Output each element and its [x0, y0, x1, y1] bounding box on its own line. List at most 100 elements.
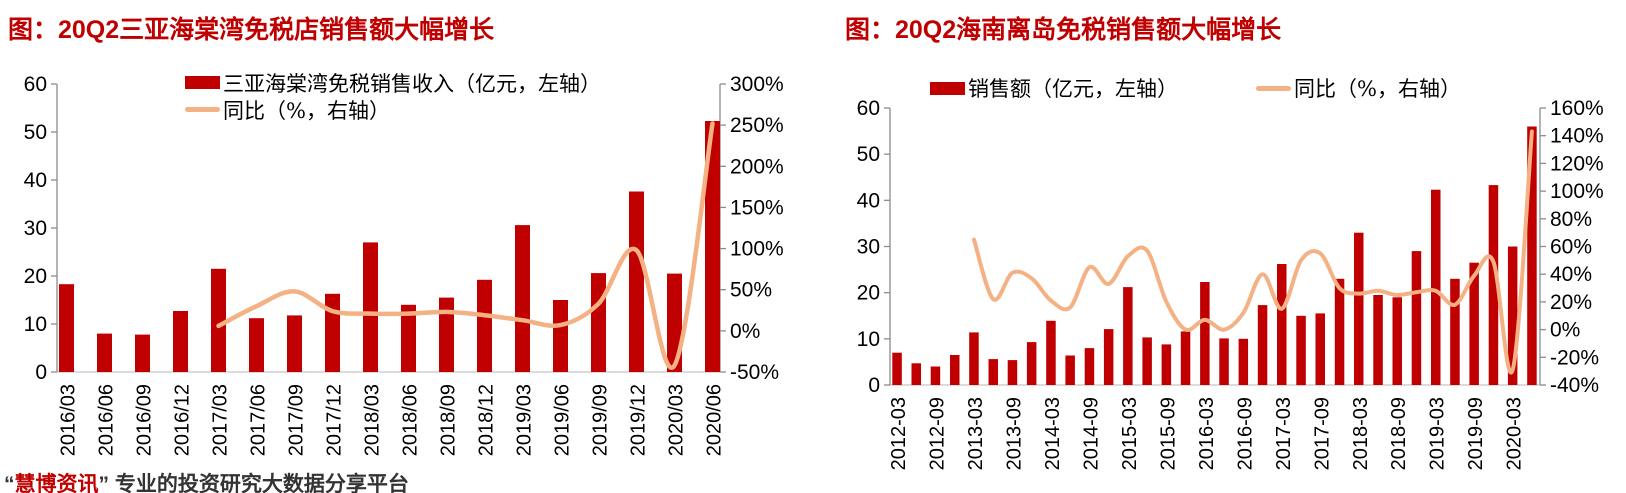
x-axis-tick-label: 2016/03: [58, 384, 80, 456]
bar: [1431, 189, 1441, 385]
legend-row-line: 同比（%，右轴）: [185, 96, 601, 123]
x-axis-tick-label: 2017-09: [1311, 397, 1333, 470]
right-axis-tick-label: 20%: [1550, 291, 1592, 314]
x-axis-tick-label: 2012-03: [888, 397, 910, 470]
left-chart-title: 图：20Q2三亚海棠湾免税店销售额大幅增长: [8, 16, 495, 44]
bar-series-swatch-icon: [185, 76, 220, 89]
bar: [1123, 287, 1133, 385]
bar-series: [59, 121, 720, 372]
yoy-line: [971, 129, 1534, 375]
x-axis-tick-label: 2018/12: [476, 384, 498, 456]
right-chart-legend: 销售额（亿元，左轴） 同比（%，右轴）: [930, 75, 1461, 101]
bar: [325, 293, 340, 372]
x-axis-tick-label: 2020/06: [704, 384, 726, 456]
x-axis-tick-label: 2019/03: [514, 384, 536, 456]
bar: [59, 284, 74, 372]
bar: [1450, 278, 1460, 385]
bar: [1084, 348, 1095, 385]
bar: [1065, 355, 1075, 385]
bar: [1296, 315, 1306, 386]
right-axis-tick-label: 140%: [1550, 125, 1604, 148]
right-chart-plot: 0 10 20 30 40 50 60 -40% -20% 0% 20% 40% 60% 80% 100% 1…: [857, 97, 1604, 470]
bar: [135, 334, 150, 372]
legend-group-bar: 销售额（亿元，左轴）: [930, 73, 1178, 103]
bar: [1277, 264, 1287, 385]
x-axis-tick-label: 2019-09: [1465, 397, 1487, 470]
bar: [97, 333, 112, 372]
x-axis-tick-label: 2014-09: [1080, 397, 1102, 470]
bar: [401, 304, 416, 372]
bar: [950, 355, 960, 385]
x-axis-tick-label: 2016-09: [1234, 397, 1256, 470]
bar: [1200, 282, 1210, 385]
bar: [930, 366, 941, 385]
left-axis-tick-label: 60: [24, 73, 47, 96]
bar: [988, 359, 998, 385]
bar: [969, 332, 979, 385]
bar: [1142, 337, 1152, 385]
watermark-tagline: 专业的投资研究大数据分享平台: [109, 473, 409, 493]
left-axis-tick-label: 40: [857, 189, 880, 212]
x-axis-tick-label: 2016-03: [1196, 397, 1218, 470]
bar: [1103, 329, 1114, 385]
bar: [1007, 360, 1018, 385]
watermark-close-quote: ”: [98, 473, 110, 493]
bar: [477, 279, 492, 372]
x-axis-tick-label: 2016/12: [172, 384, 194, 456]
right-axis-tick-label: 150%: [730, 196, 784, 219]
right-axis-tick-label: 40%: [1550, 263, 1592, 286]
bar: [1238, 338, 1249, 385]
bar: [1527, 126, 1537, 385]
bar: [892, 352, 902, 385]
bar: [705, 121, 720, 372]
legend-row-bar: 三亚海棠湾免税销售收入（亿元，左轴）: [185, 69, 601, 96]
left-axis-tick-label: 60: [857, 97, 880, 120]
bar: [1354, 232, 1364, 385]
x-axis-tick-label: 2017/12: [324, 384, 346, 456]
x-axis-tick-label: 2017-03: [1273, 397, 1295, 470]
bar: [1373, 295, 1383, 385]
bar: [1046, 320, 1056, 385]
bar: [1219, 338, 1229, 385]
bar: [911, 363, 921, 385]
x-axis-tick-label: 2016/09: [134, 384, 156, 456]
bar: [439, 297, 454, 372]
x-axis-tick-label: 2019/12: [628, 384, 650, 456]
right-axis-tick-label: 120%: [1550, 152, 1604, 175]
bar: [1488, 185, 1499, 385]
x-axis-tick-label: 2019/09: [590, 384, 612, 456]
left-axis-tick-label: 20: [24, 265, 47, 288]
right-axis-tick-label: 80%: [1550, 208, 1592, 231]
right-axis-tick-label: 160%: [1550, 97, 1604, 120]
bar: [1334, 278, 1345, 385]
bar: [1161, 344, 1172, 385]
left-axis-tick-label: 40: [24, 169, 47, 192]
right-axis-tick-label: 200%: [730, 155, 784, 178]
right-axis-tick-label: 300%: [730, 73, 784, 96]
bar-series-label: 销售额（亿元，左轴）: [968, 77, 1178, 101]
bar: [1392, 297, 1402, 385]
line-series-label: 同比（%，右轴）: [1294, 77, 1461, 101]
left-axis-tick-label: 0: [868, 374, 880, 397]
bar: [1315, 313, 1325, 385]
x-axis-tick-label: 2019/06: [552, 384, 574, 456]
yoy-line: [216, 121, 715, 371]
x-axis-tick-label: 2017/09: [286, 384, 308, 456]
left-axis-tick-label: 0: [35, 361, 47, 384]
left-axis-tick-label: 20: [857, 282, 880, 305]
bar: [1469, 262, 1479, 385]
right-axis-tick-label: -20%: [1550, 346, 1599, 369]
bar: [363, 242, 378, 372]
line-series-swatch-icon: [185, 107, 220, 112]
line-series-swatch-icon: [1256, 85, 1291, 91]
left-axis-tick-label: 30: [24, 217, 47, 240]
x-axis-tick-label: 2020/03: [666, 384, 688, 456]
bar: [1411, 251, 1422, 385]
x-axis-tick-label: 2018-09: [1388, 397, 1410, 470]
right-axis-tick-label: 100%: [730, 238, 784, 261]
bar: [173, 311, 188, 372]
left-chart-plot: 0 10 20 30 40 50 60 -50% 0% 50% 100% 150% 200% 250% 30…: [24, 73, 784, 456]
bar: [629, 191, 644, 372]
bar: [515, 225, 530, 372]
